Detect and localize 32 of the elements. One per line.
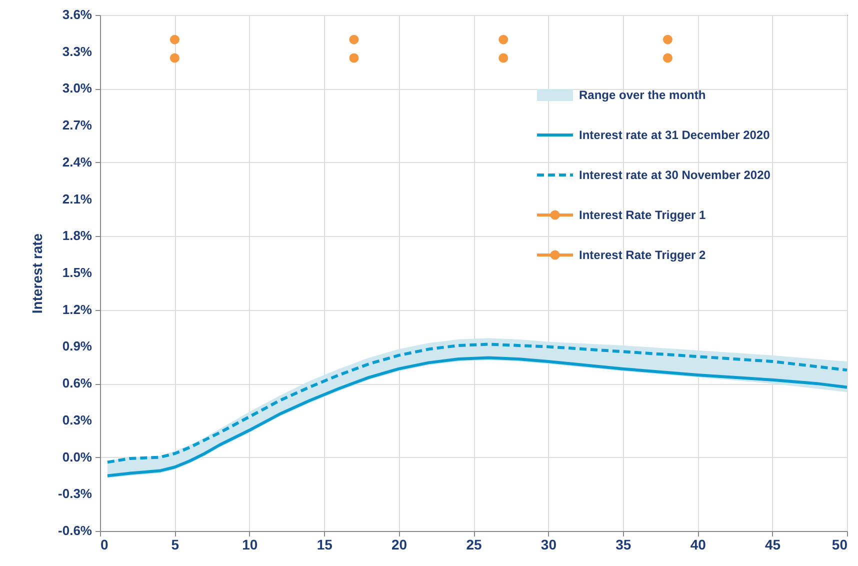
x-tick-label: 15: [316, 536, 333, 552]
y-tick-label: 1.5%: [62, 265, 92, 280]
y-tick-label: 1.8%: [62, 228, 92, 244]
x-tick-label: 20: [392, 536, 408, 552]
x-tick-label: 50: [832, 536, 848, 552]
legend-label: Range over the month: [579, 88, 706, 102]
y-tick-label: 0.6%: [62, 376, 92, 391]
x-tick-label: 0: [100, 536, 108, 552]
y-tick-label: 3.3%: [62, 44, 92, 59]
y-tick-label: 1.2%: [62, 302, 92, 317]
legend-label: Interest rate at 31 December 2020: [579, 128, 770, 142]
x-tick-label: 35: [616, 536, 632, 552]
y-tick-label: 0.0%: [62, 449, 92, 464]
x-tick-label: 25: [466, 536, 482, 552]
y-tick-label: -0.3%: [58, 486, 92, 502]
y-tick-label: 2.1%: [62, 191, 92, 206]
legend-label: Interest Rate Trigger 1: [579, 208, 706, 222]
legend-label: Interest Rate Trigger 2: [579, 248, 706, 262]
y-axis-title: Interest rate: [29, 233, 45, 314]
x-tick-label: 10: [242, 536, 258, 552]
y-tick-label: 0.3%: [62, 412, 92, 428]
y-tick-label: 3.0%: [62, 80, 92, 96]
y-tick-label: 2.4%: [62, 154, 92, 170]
x-tick-label: 45: [765, 536, 781, 552]
x-tick-label: 5: [171, 536, 180, 552]
legend-label: Interest rate at 30 November 2020: [579, 168, 771, 182]
x-tick-label: 40: [690, 536, 706, 552]
y-tick-label: -0.6%: [58, 523, 92, 538]
y-tick-label: 3.6%: [62, 7, 92, 22]
x-tick-label: 30: [540, 536, 557, 552]
y-tick-label: 0.9%: [62, 338, 92, 354]
y-tick-label: 2.7%: [62, 118, 92, 133]
